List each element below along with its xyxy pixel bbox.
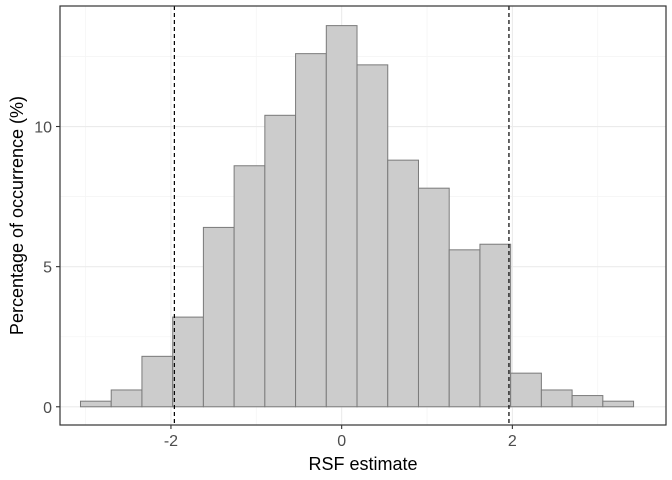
y-tick-label: 5 (43, 260, 52, 277)
histogram-bar (417, 187, 450, 408)
histogram-bar (540, 389, 573, 408)
histogram-bar (264, 114, 297, 408)
x-tick-label: 0 (337, 433, 346, 450)
histogram-bar (325, 25, 358, 408)
x-tick-label: 2 (508, 433, 517, 450)
y-tick-label: 10 (34, 120, 52, 137)
x-axis-title: RSF estimate (308, 454, 417, 474)
histogram-bar (79, 400, 112, 408)
histogram-bar (233, 165, 266, 408)
histogram-bar (571, 395, 604, 408)
histogram-bar (510, 372, 542, 408)
histogram-bar (448, 249, 481, 408)
histogram-bar (295, 53, 327, 408)
histogram-bar (110, 389, 143, 408)
y-tick-label: 0 (43, 400, 52, 417)
histogram-bar (202, 226, 235, 408)
histogram-bar (602, 400, 635, 408)
histogram-bar (172, 316, 204, 408)
histogram-bar (356, 64, 389, 408)
panel-border (59, 5, 667, 426)
y-axis-title: Percentage of occurrence (%) (7, 96, 27, 335)
histogram-bar (141, 355, 174, 408)
x-tick-label: -2 (164, 433, 178, 450)
tick-labels: -2 0 2 0 5 10 (34, 120, 517, 450)
histogram-bar (387, 159, 419, 408)
histogram-bar (479, 243, 512, 408)
axis-ticks (56, 125, 513, 429)
histogram-bars (79, 25, 635, 408)
